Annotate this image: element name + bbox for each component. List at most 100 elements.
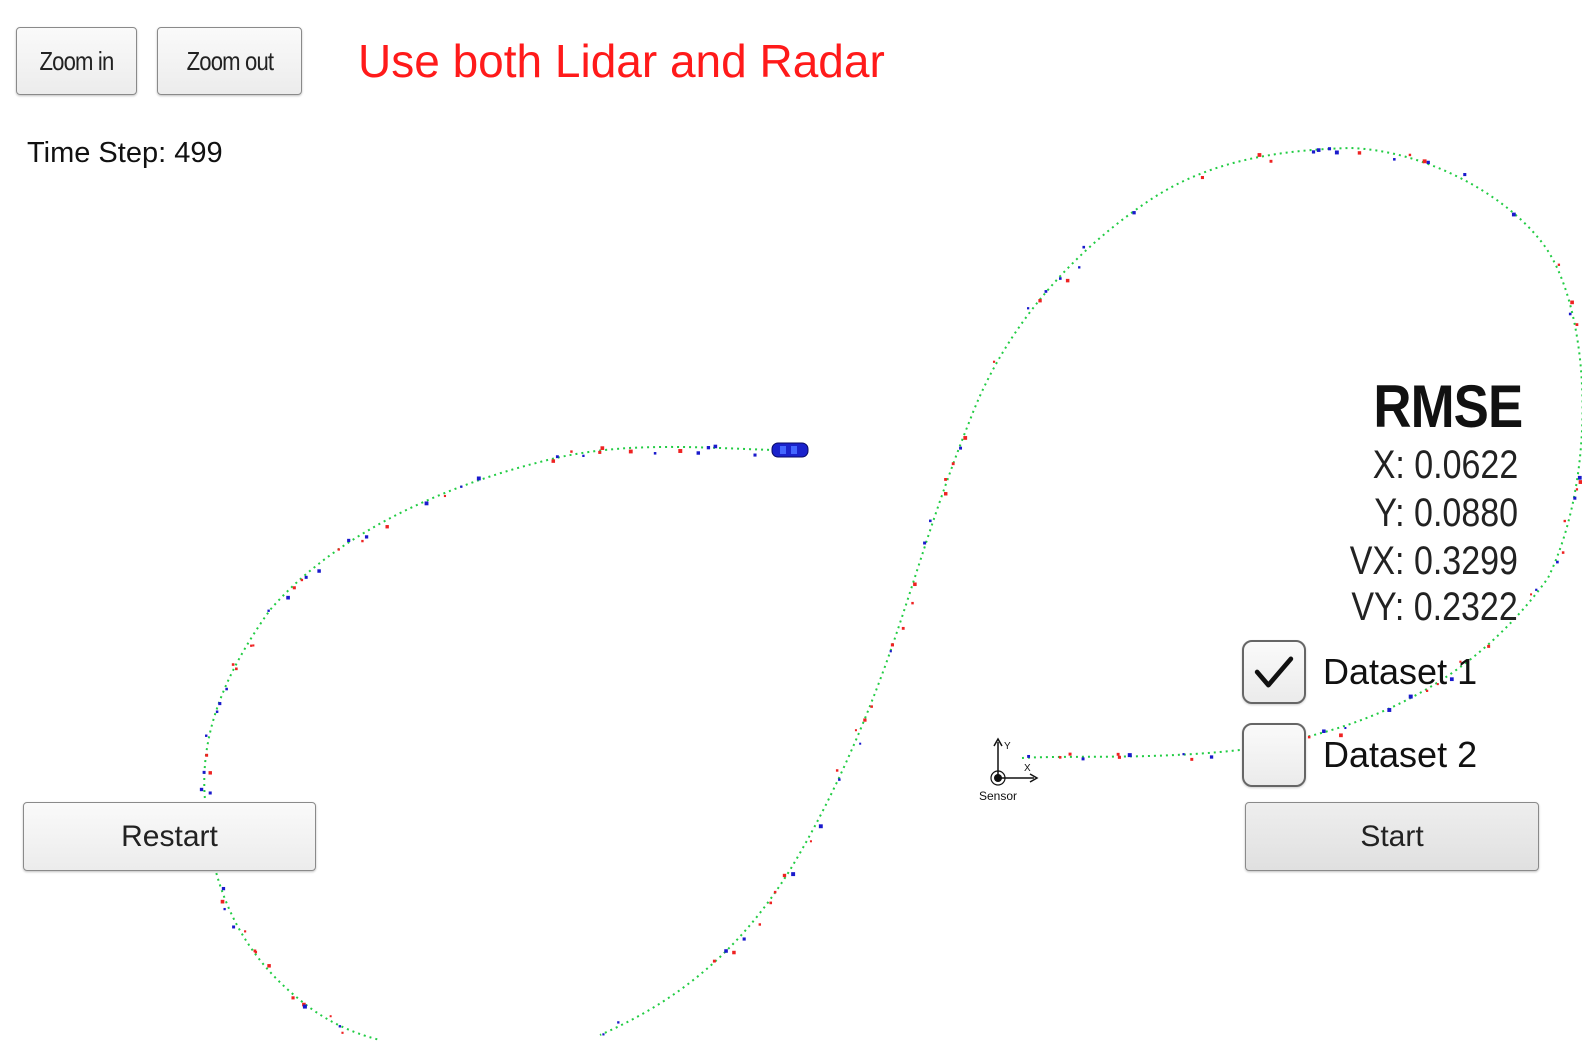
lidar-marker: [712, 959, 716, 963]
restart-label: Restart: [121, 819, 218, 853]
lidar-marker: [951, 462, 955, 466]
lidar-marker: [385, 525, 389, 529]
lidar-marker: [863, 718, 867, 722]
lidar-marker: [570, 450, 573, 453]
radar-marker: [1311, 150, 1316, 154]
lidar-marker: [300, 578, 304, 582]
lidar-marker: [1436, 683, 1439, 686]
lidar-marker: [1307, 735, 1311, 739]
lidar-marker: [870, 705, 873, 708]
rmse-title: RMSE: [1372, 373, 1523, 440]
lidar-marker: [1058, 756, 1062, 759]
radar-marker: [602, 1033, 605, 1036]
lidar-marker: [1563, 519, 1566, 523]
lidar-marker: [254, 950, 258, 954]
radar-marker: [267, 609, 270, 612]
radar-marker: [1511, 212, 1516, 217]
lidar-marker: [782, 873, 787, 878]
radar-marker: [364, 535, 369, 539]
dataset-1-checkbox[interactable]: [1242, 640, 1306, 704]
radar-marker: [232, 925, 236, 929]
lidar-marker: [551, 459, 556, 463]
radar-marker: [1463, 173, 1467, 177]
sensor-axis-y-label: Y: [1004, 741, 1011, 752]
zoom-in-button[interactable]: Zoom in: [16, 27, 137, 95]
radar-marker: [617, 1021, 620, 1024]
lidar-marker: [253, 949, 257, 953]
radar-marker: [1059, 277, 1062, 280]
lidar-marker: [758, 923, 762, 926]
radar-marker: [1082, 245, 1086, 249]
radar-marker: [215, 710, 219, 713]
lidar-marker: [944, 492, 948, 496]
radar-marker: [923, 541, 927, 545]
radar-marker: [476, 476, 481, 481]
radar-marker: [223, 907, 226, 911]
radar-marker: [1322, 729, 1326, 733]
radar-marker: [221, 886, 226, 891]
radar-marker: [424, 501, 429, 506]
lidar-marker: [1487, 644, 1491, 648]
radar-marker: [1182, 753, 1185, 756]
radar-marker: [460, 485, 463, 488]
radar-marker: [1344, 726, 1347, 730]
lidar-marker: [1339, 733, 1343, 738]
start-button[interactable]: Start: [1245, 802, 1539, 871]
lidar-marker: [244, 930, 247, 933]
radar-marker: [838, 778, 841, 781]
radar-marker: [1573, 496, 1577, 500]
car-icon: [771, 442, 809, 458]
lidar-marker: [628, 449, 633, 454]
lidar-marker: [1257, 153, 1262, 157]
lidar-marker: [773, 890, 777, 894]
radar-marker: [1078, 266, 1081, 269]
rmse-y-value: Y: 0.0880: [1374, 491, 1518, 535]
radar-marker: [199, 787, 204, 792]
lidar-marker: [1357, 151, 1362, 155]
lidar-marker: [341, 1031, 344, 1034]
radar-marker: [218, 702, 222, 706]
lidar-marker: [835, 769, 839, 772]
lidar-marker: [291, 996, 295, 1000]
measurement-markers: [199, 147, 1582, 1036]
lidar-marker: [992, 360, 996, 363]
lidar-marker: [1530, 593, 1533, 596]
lidar-marker: [302, 1002, 306, 1007]
dataset-2-checkbox[interactable]: [1242, 723, 1306, 787]
radar-marker: [205, 734, 208, 737]
lidar-marker: [911, 601, 914, 605]
lidar-marker: [231, 663, 235, 666]
check-icon: [1254, 656, 1294, 688]
lidar-marker: [732, 950, 736, 955]
lidar-marker: [443, 494, 447, 498]
radar-marker: [1393, 158, 1396, 161]
restart-button[interactable]: Restart: [23, 802, 316, 871]
lidar-marker: [1557, 263, 1561, 266]
estimated-trajectory-left-loop: [203, 445, 776, 1041]
radar-marker: [555, 455, 559, 459]
lidar-marker: [769, 901, 773, 905]
radar-marker: [1316, 148, 1321, 152]
radar-marker: [818, 824, 823, 829]
lidar-marker: [1561, 551, 1565, 554]
lidar-marker: [1116, 752, 1120, 756]
radar-marker: [959, 446, 963, 450]
time-step-readout: Time Step: 499: [27, 137, 223, 169]
zoom-out-button[interactable]: Zoom out: [157, 27, 302, 95]
lidar-marker: [1459, 660, 1462, 663]
rmse-x-value: X: 0.0622: [1372, 443, 1518, 487]
radar-marker: [302, 1004, 307, 1009]
lidar-marker: [208, 771, 212, 775]
lidar-marker: [890, 643, 895, 647]
radar-marker: [1132, 211, 1136, 215]
radar-marker: [1387, 708, 1392, 712]
dataset-1-label: Dataset 1: [1323, 651, 1478, 692]
lidar-marker: [600, 446, 605, 450]
rmse-vy-value: VY: 0.2322: [1351, 585, 1518, 629]
radar-marker: [1556, 560, 1559, 564]
lidar-marker: [963, 436, 968, 440]
radar-marker: [1535, 588, 1538, 591]
radar-marker: [225, 687, 228, 691]
radar-marker: [1027, 754, 1031, 758]
